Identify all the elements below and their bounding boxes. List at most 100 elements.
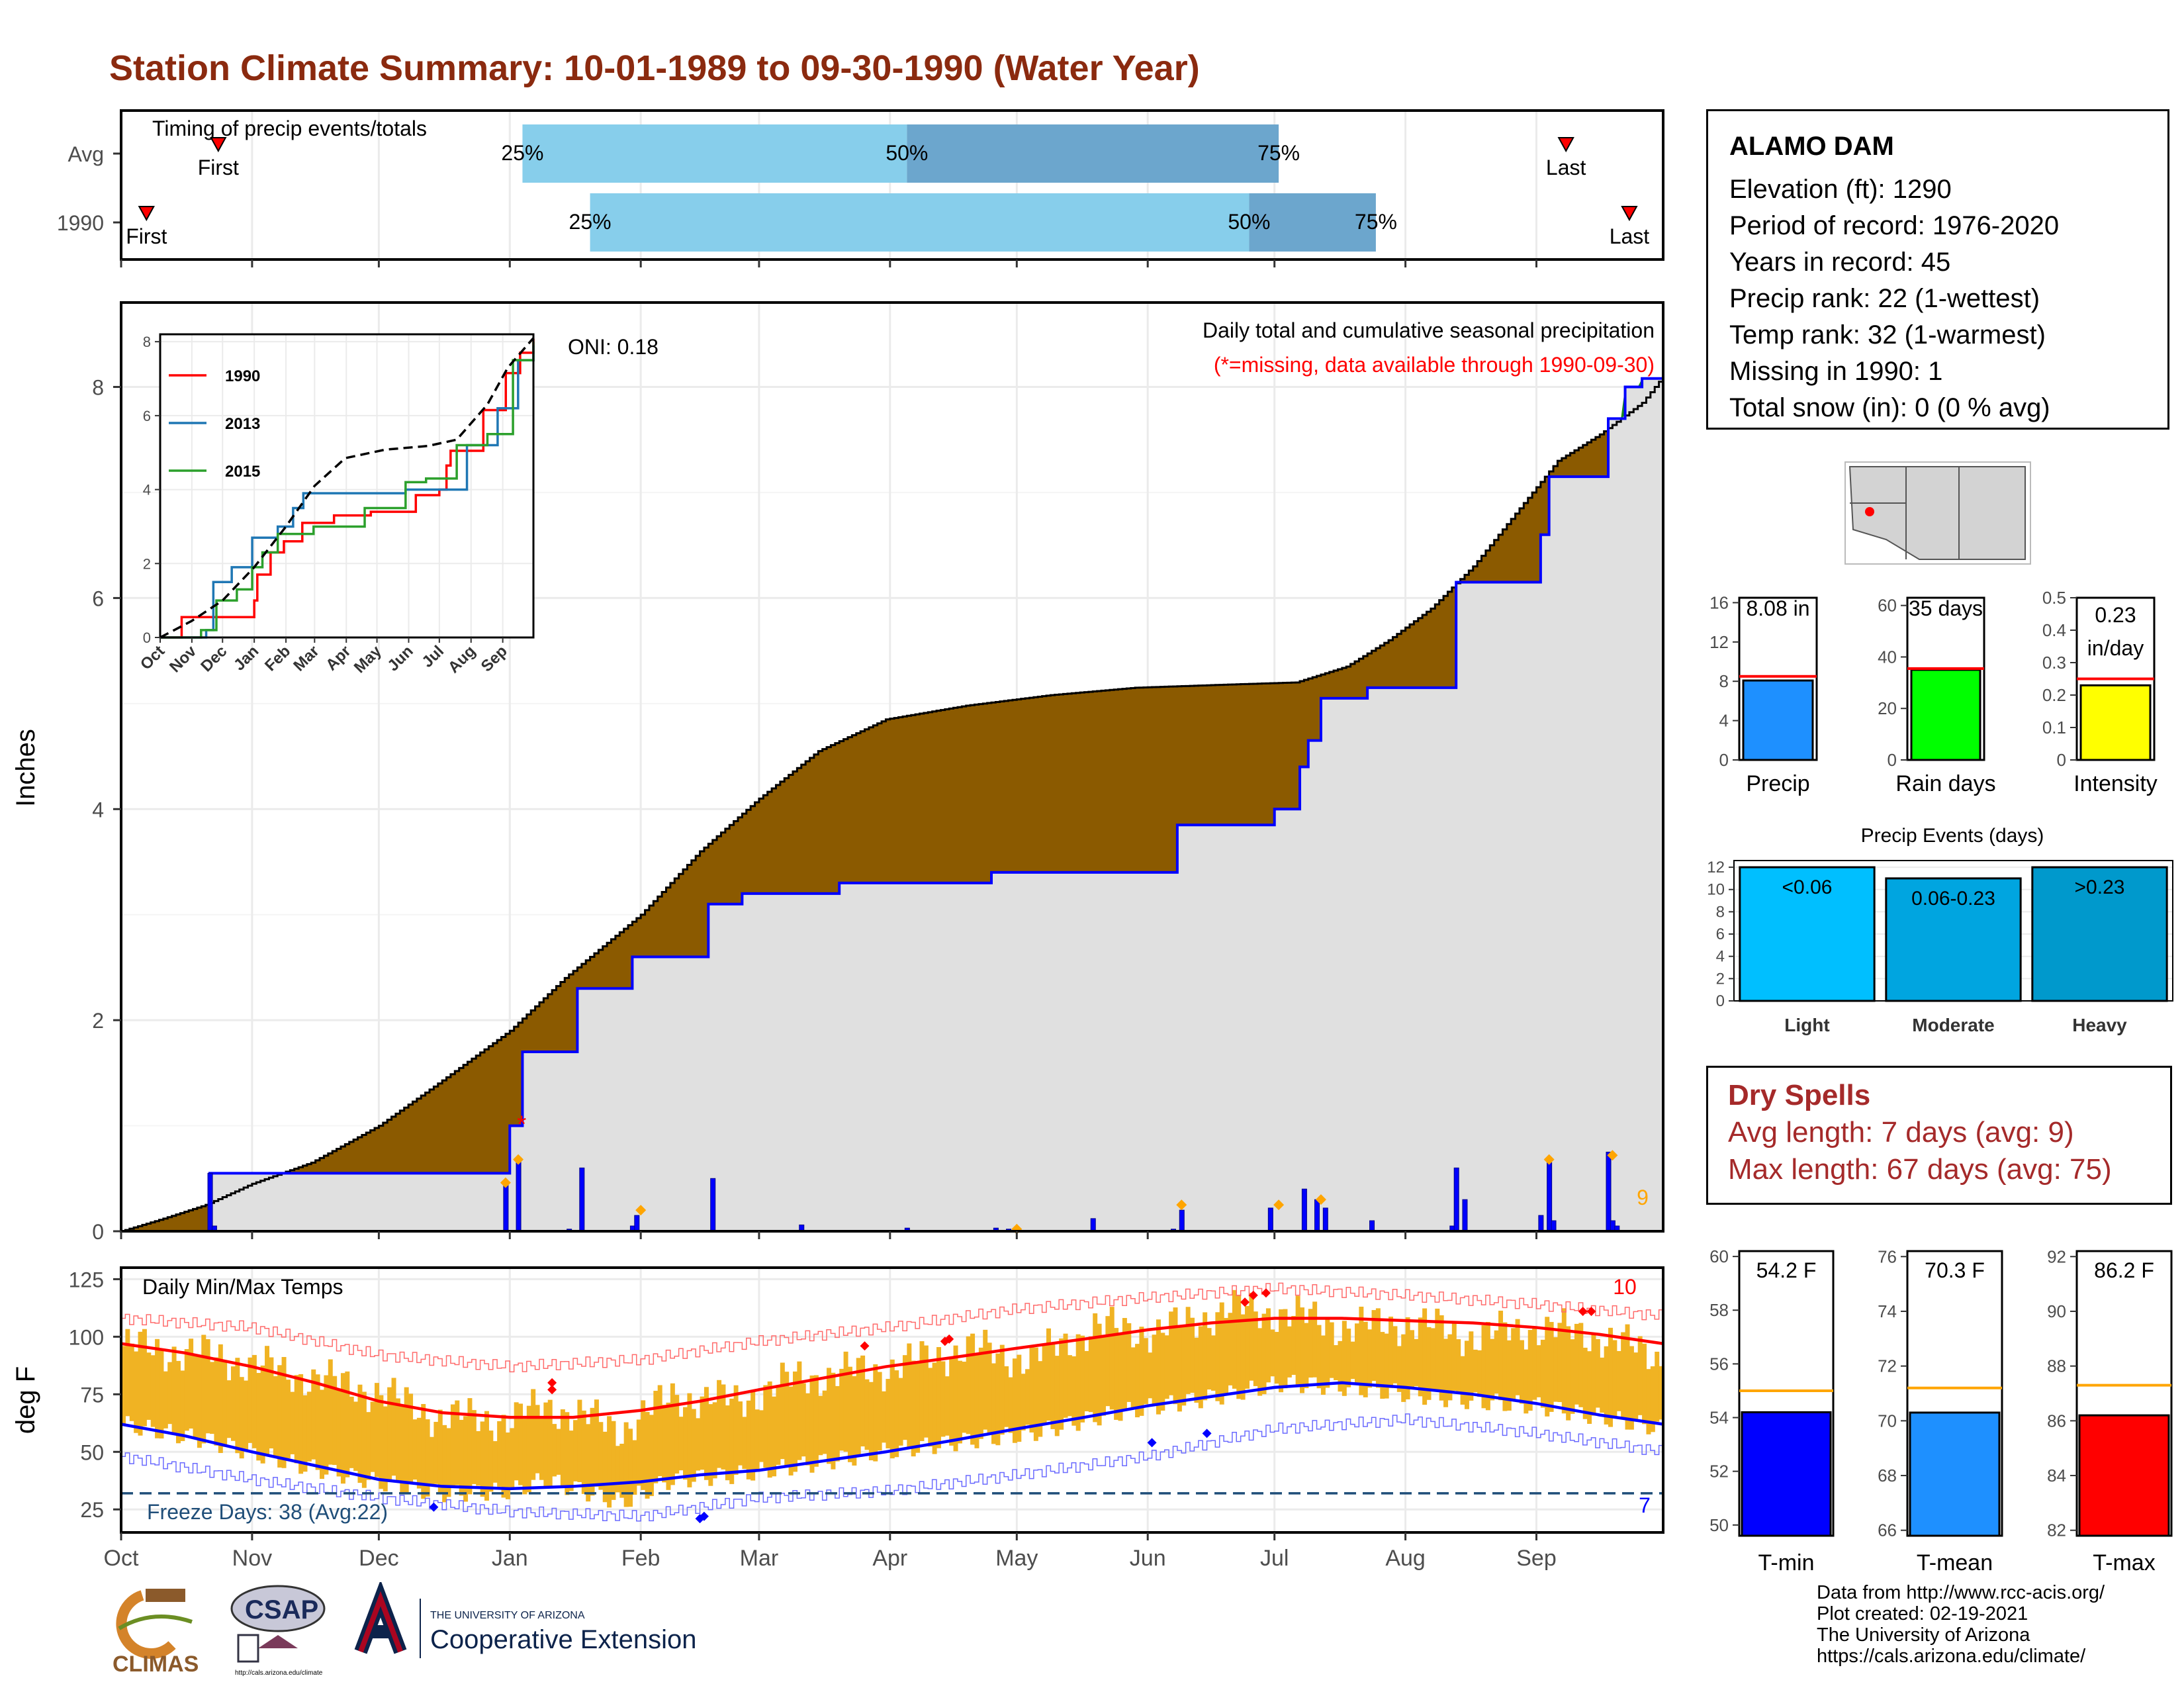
temp-daily-bar xyxy=(864,1379,870,1450)
timing-row-label: Avg xyxy=(68,142,104,166)
temp-daily-bar xyxy=(315,1374,320,1470)
temp-daily-bar xyxy=(1540,1339,1545,1408)
temp-daily-bar xyxy=(1283,1309,1288,1389)
timing-text-last: Last xyxy=(1610,224,1650,248)
temp-daily-bar xyxy=(1236,1294,1242,1399)
precip-ylabel: Inches xyxy=(11,729,40,807)
temp-daily-bar xyxy=(598,1422,604,1490)
precip-summary-ytick-label: 40 xyxy=(1878,647,1897,667)
temp-daily-bar xyxy=(1473,1349,1478,1393)
temp-daily-bar xyxy=(1088,1336,1093,1413)
temp-daily-bar xyxy=(1139,1327,1144,1416)
events-ytick-label: 8 xyxy=(1716,903,1725,921)
temp-daily-bar xyxy=(387,1387,392,1482)
temp-daily-bar xyxy=(877,1372,882,1451)
temp-daily-bar xyxy=(873,1364,878,1462)
temp-daily-bar xyxy=(163,1371,168,1429)
precip-daily-bar xyxy=(1369,1220,1375,1232)
temp-daily-bar xyxy=(738,1401,743,1466)
precip-subtitle: (*=missing, data available through 1990-… xyxy=(1214,353,1655,377)
inset-ytick-label: 6 xyxy=(143,408,151,424)
temp-daily-bar xyxy=(1240,1314,1246,1400)
temp-daily-bar xyxy=(1561,1308,1567,1414)
temp-record-high-marker xyxy=(547,1378,557,1387)
temp-daily-bar xyxy=(1080,1335,1085,1423)
temp-daily-bar xyxy=(1135,1344,1140,1418)
temp-daily-bar xyxy=(1122,1318,1127,1410)
precip-panel-border xyxy=(120,301,1664,1233)
temp-daily-bar xyxy=(772,1396,777,1477)
temp-daily-bar xyxy=(1363,1321,1368,1397)
events-ytick-label: 12 xyxy=(1707,859,1725,876)
temp-daily-bar xyxy=(623,1422,629,1507)
temp-daily-bar xyxy=(1392,1326,1398,1383)
temp-summary-ytick-label: 84 xyxy=(2047,1466,2066,1485)
temp-record-low-line xyxy=(121,1413,1664,1522)
csap-logo: CSAP http://cals.arizona.edu/climate xyxy=(230,1585,326,1677)
temp-daily-bar xyxy=(1038,1361,1043,1437)
temp-daily-bar xyxy=(505,1432,510,1499)
temp-summary-ytick-label: 50 xyxy=(1709,1515,1729,1535)
timing-label-75: 75% xyxy=(1257,141,1300,165)
temp-daily-bar xyxy=(1582,1347,1588,1419)
temp-xtick-label: Mar xyxy=(740,1546,779,1571)
temp-daily-bar xyxy=(1304,1323,1309,1388)
events-bar-label: 0.06-0.23 xyxy=(1911,888,1995,910)
temp-daily-bar xyxy=(801,1383,806,1457)
precip-daily-bar xyxy=(579,1167,585,1232)
temp-daily-bar xyxy=(1342,1321,1347,1396)
temp-daily-bar xyxy=(1456,1339,1461,1393)
precip-daily-bar xyxy=(1453,1167,1459,1232)
timing-label-25: 25% xyxy=(501,141,543,165)
temp-summary-ytick-label: 52 xyxy=(1709,1462,1729,1481)
events-bar-label: >0.23 xyxy=(2075,876,2125,898)
precip-summary-ytick-label: 60 xyxy=(1878,596,1897,616)
temp-daily-bar xyxy=(594,1399,599,1487)
temp-daily-bar xyxy=(1616,1350,1621,1411)
temp-daily-bar xyxy=(860,1355,866,1447)
temp-daily-bar xyxy=(1396,1346,1402,1392)
temp-daily-bar xyxy=(125,1329,130,1417)
temp-daily-bar xyxy=(729,1398,735,1484)
temp-daily-bar xyxy=(370,1401,375,1472)
temp-daily-bar xyxy=(1405,1317,1410,1399)
temp-ytick-label: 25 xyxy=(80,1498,104,1522)
precip-daily-avg-marker xyxy=(1273,1199,1285,1211)
temp-record-high-marker xyxy=(860,1341,870,1351)
temp-daily-bar xyxy=(539,1419,544,1480)
precip-summary-xlabel: Precip xyxy=(1746,771,1809,796)
temp-daily-bar xyxy=(189,1338,194,1429)
csap-text: CSAP xyxy=(245,1595,318,1624)
locator-borders xyxy=(1850,467,1960,559)
temp-daily-bar xyxy=(159,1349,164,1439)
temp-daily-bar xyxy=(615,1446,620,1493)
temp-daily-bar xyxy=(459,1419,464,1496)
precip-observed-line xyxy=(121,377,1663,1233)
temp-daily-bar xyxy=(1418,1317,1423,1397)
temp-daily-bar xyxy=(1350,1341,1355,1380)
timing-text-first: First xyxy=(126,224,167,248)
precip-deficit-area xyxy=(121,376,1663,1231)
temp-daily-bar xyxy=(852,1376,857,1466)
precip-ytick-label: 2 xyxy=(92,1009,104,1033)
temp-daily-bar xyxy=(1511,1328,1516,1400)
temp-daily-bar xyxy=(408,1393,414,1484)
temp-daily-bar xyxy=(1329,1322,1334,1378)
temp-daily-bar xyxy=(361,1391,367,1488)
temp-daily-bar xyxy=(1409,1330,1414,1389)
temp-daily-bar xyxy=(978,1347,983,1439)
temp-daily-bar xyxy=(1380,1332,1385,1399)
precip-summary-ytick-label: 16 xyxy=(1709,592,1729,612)
precip-avg-line xyxy=(121,376,1664,1233)
temp-daily-bar xyxy=(831,1372,836,1470)
precip-count-label: 9 xyxy=(1637,1186,1649,1209)
temp-daily-bar xyxy=(636,1419,641,1486)
temp-daily-bar xyxy=(619,1444,625,1498)
temp-daily-bar xyxy=(1228,1313,1233,1385)
temp-daily-bar xyxy=(1257,1328,1263,1396)
temp-daily-bar xyxy=(704,1387,709,1480)
temp-daily-bar xyxy=(1093,1313,1098,1423)
temp-record-high-marker xyxy=(944,1334,954,1344)
temp-xtick-label: Jan xyxy=(492,1546,528,1571)
precip-summary-ytick-label: 0.3 xyxy=(2042,653,2066,673)
